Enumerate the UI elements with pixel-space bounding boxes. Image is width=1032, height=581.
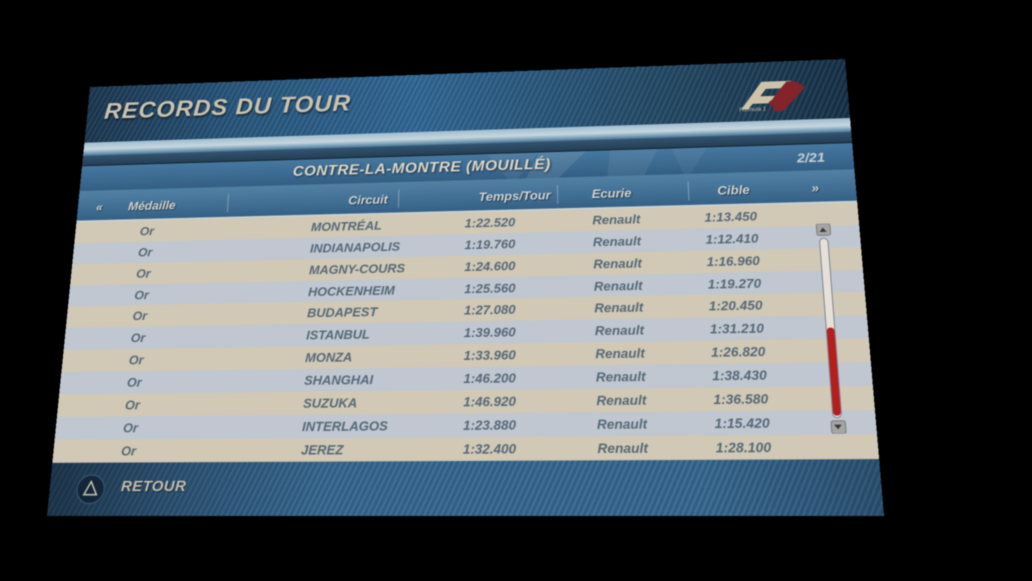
svg-text:Formula 1: Formula 1 <box>739 106 767 112</box>
